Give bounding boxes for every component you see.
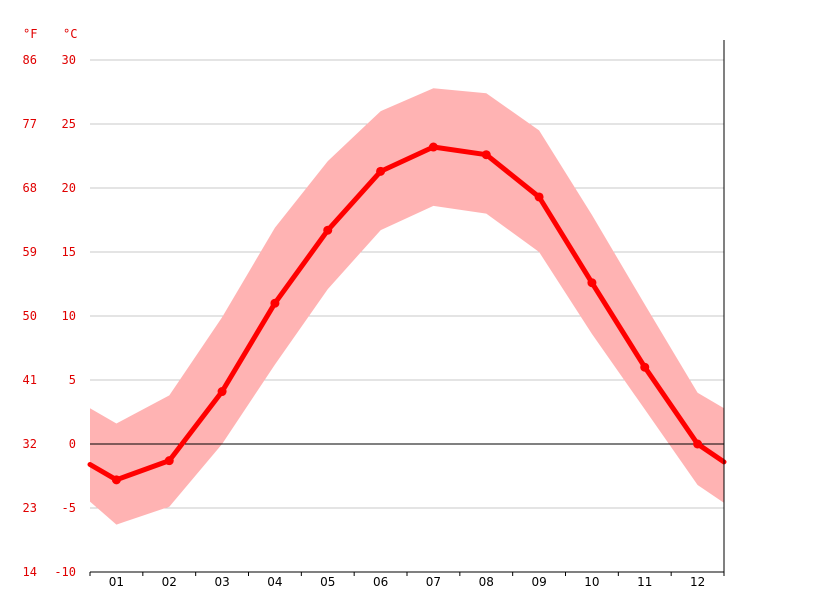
y-tick-label-fahrenheit: 86 <box>23 53 37 67</box>
mean-point <box>111 475 121 485</box>
y-tick-label-celsius: 20 <box>62 181 76 195</box>
x-tick-label: 09 <box>531 575 546 589</box>
mean-point <box>693 439 703 449</box>
y-tick-labels: 30 86 25 77 20 68 15 59 10 50 5 41 0 32 -5 23 -10 14 <box>23 53 76 579</box>
y-tick-label-fahrenheit: 59 <box>23 245 37 259</box>
x-tick-label: 08 <box>479 575 494 589</box>
min-max-band <box>90 88 724 525</box>
mean-point <box>640 362 650 372</box>
y-tick-label-fahrenheit: 77 <box>23 117 37 131</box>
x-tick-label: 03 <box>214 575 229 589</box>
y-tick-label-fahrenheit: 23 <box>23 501 37 515</box>
x-tick-label: 11 <box>637 575 652 589</box>
y-tick-label-celsius: -5 <box>62 501 76 515</box>
mean-point <box>481 150 491 160</box>
y-tick-label-fahrenheit: 32 <box>23 437 37 451</box>
y-tick-label-celsius: 5 <box>69 373 76 387</box>
y-tick-label-fahrenheit: 14 <box>23 565 37 579</box>
mean-point <box>217 387 227 397</box>
x-tick-label: 10 <box>584 575 599 589</box>
fahrenheit-unit-label: °F <box>23 27 37 41</box>
x-tick-label: 06 <box>373 575 388 589</box>
x-tick-label: 04 <box>267 575 282 589</box>
y-tick-label-celsius: 10 <box>62 309 76 323</box>
celsius-unit-label: °C <box>63 27 77 41</box>
y-tick-label-fahrenheit: 50 <box>23 309 37 323</box>
x-tick-label: 12 <box>690 575 705 589</box>
mean-temperature-points <box>111 142 703 485</box>
x-tick-labels: 01 02 03 04 05 06 07 08 09 10 11 12 <box>109 575 705 589</box>
mean-temperature-line <box>87 144 727 483</box>
axes <box>89 40 725 576</box>
mean-point <box>323 225 333 235</box>
y-tick-label-fahrenheit: 41 <box>23 373 37 387</box>
mean-point <box>587 278 597 288</box>
mean-point <box>534 192 544 202</box>
mean-point <box>164 456 174 466</box>
y-tick-label-celsius: 30 <box>62 53 76 67</box>
x-tick-label: 02 <box>162 575 177 589</box>
mean-point <box>376 166 386 176</box>
mean-point <box>428 142 438 152</box>
y-tick-label-celsius: -10 <box>54 565 76 579</box>
y-tick-label-celsius: 15 <box>62 245 76 259</box>
y-tick-label-celsius: 25 <box>62 117 76 131</box>
mean-line <box>87 144 727 483</box>
x-tick-label: 01 <box>109 575 124 589</box>
x-tick-label: 07 <box>426 575 441 589</box>
y-tick-label-fahrenheit: 68 <box>23 181 37 195</box>
y-tick-label-celsius: 0 <box>69 437 76 451</box>
temperature-range-band <box>90 88 724 525</box>
mean-point <box>270 298 280 308</box>
x-tick-label: 05 <box>320 575 335 589</box>
